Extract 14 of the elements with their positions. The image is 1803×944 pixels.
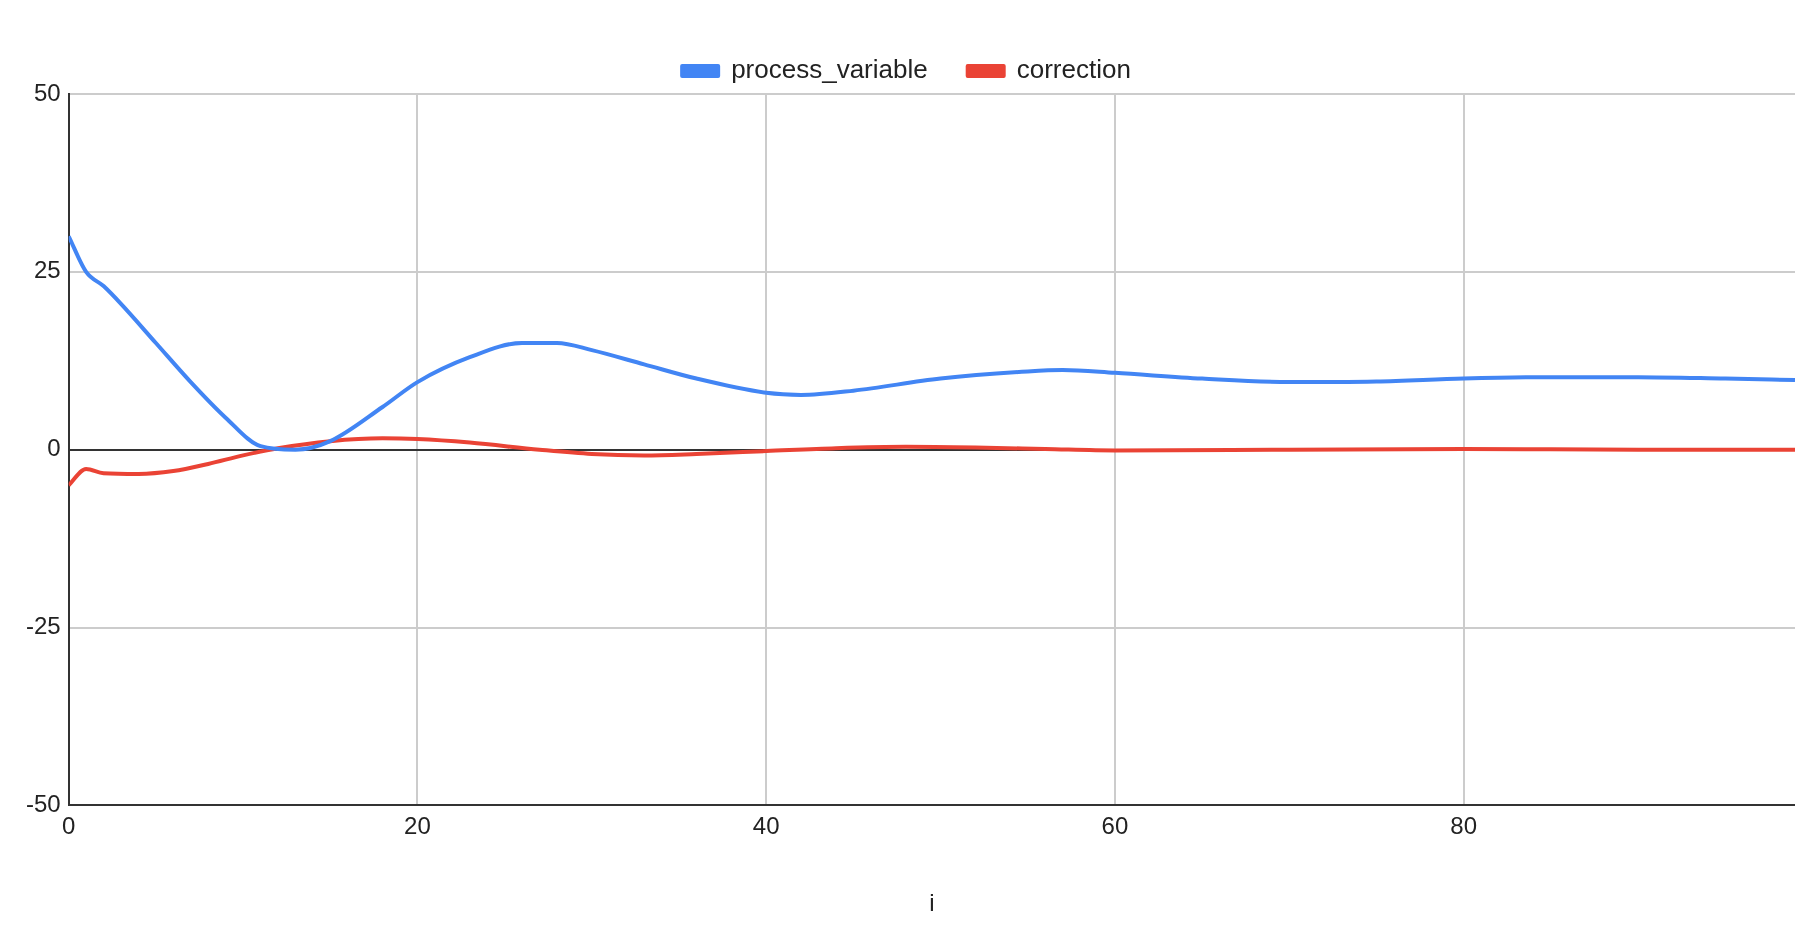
legend-label: correction [1016,54,1131,85]
x-tick-label: 40 [752,812,780,840]
x-tick-label: 60 [1101,812,1129,840]
line-series [68,436,1795,488]
legend-label: process_variable [731,54,928,85]
x-tick-label: 20 [404,812,431,840]
y-tick-label: 0 [47,434,61,462]
y-tick-label: 50 [33,78,61,106]
x-tick-label: 80 [1450,812,1478,840]
line-series [68,234,1795,452]
y-tick-label: 25 [33,256,61,284]
y-tick-label: -50 [26,790,61,818]
x-axis-title: i [929,889,935,917]
y-tick-label: -25 [26,612,61,640]
